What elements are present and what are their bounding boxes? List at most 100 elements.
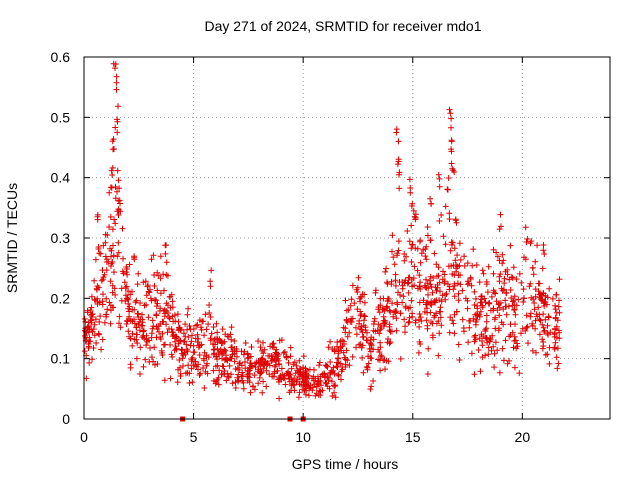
data-point — [401, 257, 408, 264]
data-point — [240, 385, 247, 392]
data-point — [478, 296, 485, 303]
data-point — [394, 250, 401, 257]
data-point — [447, 110, 454, 117]
data-point — [122, 298, 129, 304]
data-point — [175, 366, 182, 373]
data-point — [151, 344, 158, 351]
data-point — [324, 374, 331, 381]
data-point — [424, 325, 431, 332]
data-point — [184, 348, 191, 355]
data-point — [214, 329, 221, 336]
data-point — [107, 278, 114, 285]
data-point — [394, 161, 401, 168]
data-point — [212, 363, 219, 370]
data-point — [84, 307, 91, 314]
data-point — [135, 310, 142, 317]
data-point — [450, 320, 457, 327]
data-point — [185, 334, 192, 340]
data-point — [480, 270, 487, 277]
data-point — [427, 195, 434, 202]
data-point — [446, 286, 453, 293]
data-point — [399, 282, 406, 289]
data-point — [155, 272, 162, 279]
data-point — [416, 299, 423, 306]
data-point — [416, 272, 423, 279]
data-point — [255, 380, 262, 387]
data-point — [96, 250, 103, 257]
data-point — [521, 254, 527, 261]
data-point — [124, 318, 131, 325]
data-point — [313, 383, 320, 390]
data-point — [116, 185, 123, 192]
data-point — [247, 389, 254, 396]
data-point — [286, 389, 293, 396]
data-point — [451, 311, 458, 318]
data-point — [244, 350, 251, 357]
data-point — [376, 349, 383, 355]
data-point — [556, 276, 563, 283]
data-point — [133, 355, 140, 362]
data-point — [316, 362, 323, 369]
data-point — [436, 218, 443, 224]
data-point — [448, 263, 455, 269]
data-point — [100, 291, 106, 298]
data-point — [137, 371, 143, 377]
data-point — [112, 65, 118, 72]
data-point — [451, 169, 458, 175]
data-point — [290, 378, 297, 385]
data-point — [530, 271, 537, 278]
data-point — [423, 299, 430, 306]
data-point — [479, 267, 486, 274]
data-point — [392, 282, 399, 289]
data-point — [520, 286, 527, 293]
data-point — [95, 284, 102, 291]
data-point — [256, 374, 263, 381]
data-point — [476, 335, 483, 342]
data-point — [323, 380, 330, 387]
data-point — [224, 370, 231, 377]
data-point — [150, 252, 157, 259]
data-point — [423, 317, 430, 324]
data-point — [113, 73, 120, 80]
data-point — [392, 309, 399, 316]
data-point — [553, 309, 560, 316]
data-point — [251, 372, 258, 379]
data-point — [342, 354, 348, 361]
x-tick-label: 20 — [515, 429, 531, 445]
data-point — [152, 361, 158, 368]
data-point — [472, 321, 479, 328]
data-point — [171, 347, 178, 354]
data-point — [165, 302, 171, 309]
data-point — [329, 346, 336, 352]
data-point — [402, 277, 409, 284]
data-point — [276, 395, 283, 402]
data-point — [376, 330, 383, 337]
data-point — [200, 365, 206, 371]
data-point — [114, 253, 121, 260]
data-point — [540, 311, 547, 318]
data-point — [477, 299, 484, 306]
data-point — [335, 372, 342, 379]
data-point — [497, 299, 504, 306]
data-point — [378, 353, 385, 360]
data-point — [540, 324, 547, 331]
data-point — [115, 206, 122, 213]
data-point — [348, 296, 355, 303]
data-point — [235, 377, 242, 384]
data-point — [208, 330, 215, 337]
data-point — [260, 339, 266, 346]
data-point — [219, 326, 226, 333]
data-point — [157, 305, 164, 312]
data-point — [509, 274, 516, 281]
data-point — [380, 295, 387, 302]
data-point — [448, 148, 455, 155]
data-point — [359, 354, 366, 361]
data-point — [456, 240, 463, 247]
data-point — [302, 391, 309, 398]
data-point — [322, 362, 329, 369]
data-point — [538, 296, 544, 303]
data-point — [291, 387, 298, 394]
data-point — [139, 334, 146, 341]
data-point — [248, 344, 255, 350]
data-point — [88, 317, 95, 324]
